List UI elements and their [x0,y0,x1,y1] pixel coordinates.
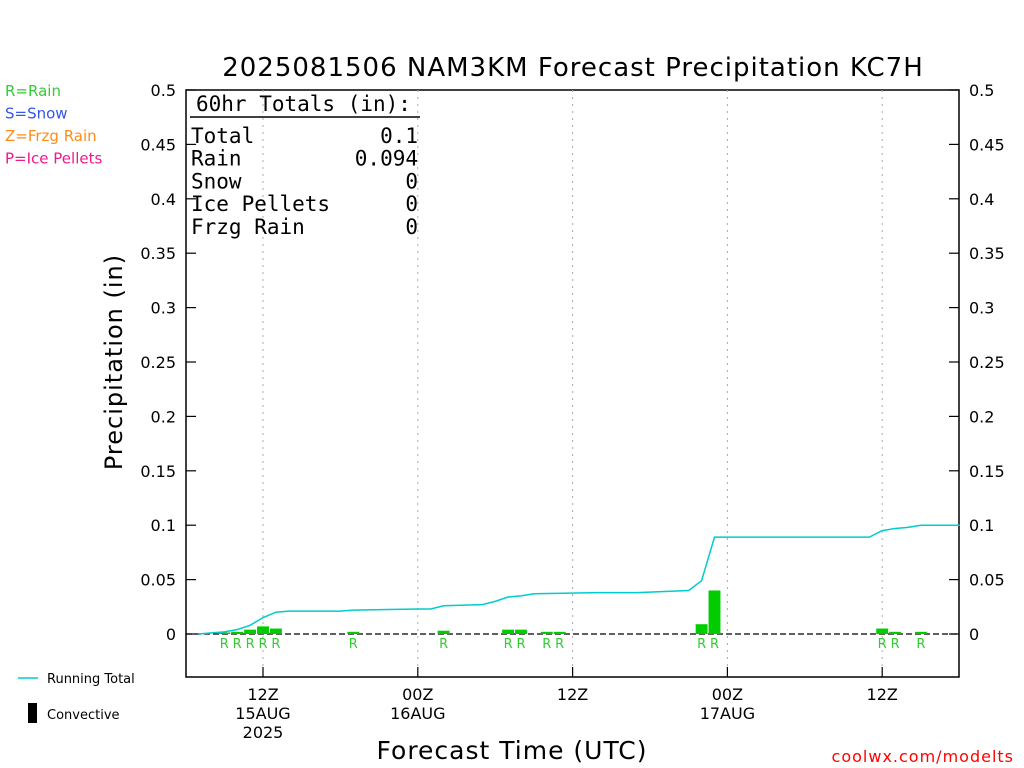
totals-row-label: Snow [191,169,242,193]
precip-bar [269,628,282,634]
ptype-label: R [258,637,267,652]
totals-row-value: 0.1 [380,124,418,148]
y-tick-label-right: 0.4 [969,190,994,209]
ptype-label: R [233,637,242,652]
totals-row-value: 0 [405,169,418,193]
x-axis-label: Forecast Time (UTC) [377,736,648,765]
ptype-label: R [439,637,448,652]
chart-title: 2025081506 NAM3KM Forecast Precipitation… [222,53,924,83]
x-tick-label: 00Z [402,685,433,704]
y-tick-label-right: 0.1 [969,516,994,535]
ptype-label: R [697,637,706,652]
precip-bar [502,629,515,634]
precip-bar [889,631,902,634]
ptype-label: R [516,637,525,652]
ptype-legend: R=Rain S=Snow Z=Frzg Rain P=Ice Pellets [5,82,102,168]
precip-bar [231,631,244,634]
running-total-legend-label: Running Total [47,672,135,687]
x-tick-label: 12Z [557,685,588,704]
series-legend: Running Total Convective [18,672,135,723]
ptype-label: R [271,637,280,652]
y-tick-label: 0.05 [140,571,176,590]
totals-row-label: Total [191,124,254,148]
x-tick-label: 12Z [867,685,898,704]
precip-bars [218,590,927,634]
y-tick-label-right: 0 [969,625,979,644]
ptype-label: R [220,637,229,652]
precip-bar [244,629,257,634]
totals-row-label: Ice Pellets [191,192,330,216]
y-tick-label: 0.15 [140,462,176,481]
totals-row-label: Frzg Rain [191,215,305,239]
y-tick-label-right: 0.45 [969,135,1005,154]
ptype-label: R [504,637,513,652]
precip-bar [437,630,450,634]
precip-bar [914,631,927,634]
precip-bar [515,629,527,634]
y-tick-label: 0.5 [151,81,176,100]
y-tick-label: 0.45 [140,135,176,154]
totals-row-value: 0 [405,215,418,239]
y-axis-right: 0.5 0.45 0.4 0.35 0.3 0.25 0.2 0.15 0.1 0.05 0 [949,81,1005,644]
ptype-label: R [891,637,900,652]
convective-legend-label: Convective [47,708,120,723]
precip-bar [218,632,231,634]
precip-bar [695,624,708,634]
ptype-legend-item: R=Rain [5,82,61,100]
x-tick-year: 2025 [243,723,284,742]
x-tick-date: 15AUG [235,704,290,723]
ptype-label: R [555,637,564,652]
y-tick-label-right: 0.25 [969,353,1005,372]
ptype-label: R [916,637,925,652]
precip-bar [257,626,269,634]
y-tick-label: 0.4 [151,190,176,209]
ptype-label: R [246,637,255,652]
y-tick-label-right: 0.15 [969,462,1005,481]
y-tick-label: 0.2 [151,407,176,426]
y-tick-label-right: 0.2 [969,407,994,426]
ptype-label: R [878,637,887,652]
y-axis-left: 0.5 0.45 0.4 0.35 0.3 0.25 0.2 0.15 0.1 0.05 0 [140,81,196,644]
ptype-legend-item: P=Ice Pellets [5,150,102,168]
x-tick-date: 17AUG [700,704,755,723]
precip-bar [540,631,553,634]
y-tick-label: 0.25 [140,353,176,372]
x-tick-label: 00Z [712,685,743,704]
totals-header: 60hr Totals (in): [196,92,411,116]
y-tick-label-right: 0.3 [969,299,994,318]
precip-bar [553,631,566,634]
ptype-legend-item: S=Snow [5,105,68,123]
x-tick-label: 12Z [247,685,278,704]
precip-bar [876,628,889,634]
precip-bar [347,631,360,634]
y-tick-label: 0 [166,625,176,644]
credit-text: coolwx.com/modelts [832,747,1014,766]
x-tick-date: 16AUG [390,704,445,723]
running-total-line [198,524,960,635]
ptype-legend-item: Z=Frzg Rain [5,127,97,145]
totals-row-value: 0 [405,192,418,216]
y-tick-label: 0.3 [151,299,176,318]
totals-row-value: 0.094 [355,147,418,171]
ptype-label: R [710,637,719,652]
y-tick-label-right: 0.35 [969,244,1005,263]
y-tick-label: 0.35 [140,244,176,263]
y-tick-label-right: 0.5 [969,81,994,100]
convective-legend-swatch [28,703,37,723]
precip-bar [708,590,721,634]
ptype-label: R [542,637,551,652]
grid [262,90,883,677]
totals-row-label: Rain [191,147,242,171]
y-tick-label: 0.1 [151,516,176,535]
ptype-label: R [349,637,358,652]
y-tick-label-right: 0.05 [969,571,1005,590]
y-axis-label: Precipitation (in) [100,254,128,470]
totals-box: 60hr Totals (in): Total 0.1 Rain 0.094 Snow 0… [190,92,420,239]
